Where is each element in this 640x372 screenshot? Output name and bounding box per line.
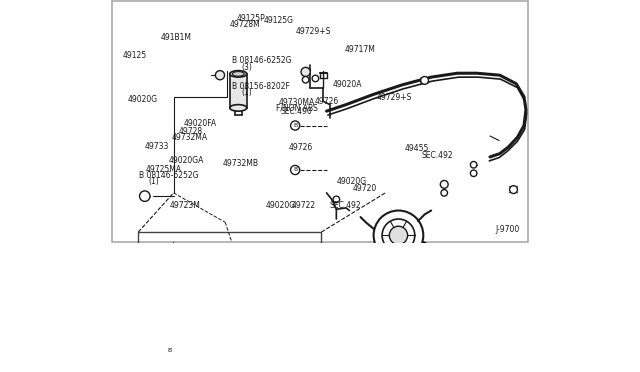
- Text: 49720: 49720: [353, 184, 377, 193]
- Text: 49728M: 49728M: [229, 20, 260, 29]
- Text: 49726: 49726: [288, 143, 312, 153]
- Text: (3): (3): [241, 63, 252, 72]
- Text: 491B1M: 491B1M: [160, 33, 191, 42]
- Circle shape: [289, 305, 296, 312]
- Circle shape: [509, 186, 518, 193]
- Circle shape: [312, 75, 319, 82]
- Circle shape: [393, 271, 401, 279]
- Circle shape: [291, 166, 300, 174]
- Text: SEC.490: SEC.490: [281, 108, 312, 116]
- Circle shape: [232, 289, 238, 295]
- Text: 49020GA: 49020GA: [168, 156, 204, 165]
- Text: B: B: [293, 123, 297, 128]
- Circle shape: [382, 219, 415, 252]
- Bar: [138, 232, 321, 366]
- Ellipse shape: [232, 71, 244, 76]
- Circle shape: [216, 71, 225, 80]
- Text: 49020FA: 49020FA: [184, 119, 217, 128]
- Circle shape: [204, 317, 211, 324]
- Circle shape: [301, 67, 310, 77]
- Text: 49020G: 49020G: [266, 201, 296, 210]
- Text: 49020A: 49020A: [333, 80, 362, 89]
- Text: 49729+S: 49729+S: [377, 93, 412, 102]
- Circle shape: [420, 77, 429, 84]
- Circle shape: [387, 290, 394, 296]
- Circle shape: [349, 290, 356, 296]
- Text: B 08156-8202F: B 08156-8202F: [232, 82, 290, 91]
- Text: 49730MA: 49730MA: [278, 98, 314, 107]
- Text: 49729+S: 49729+S: [296, 27, 331, 36]
- Text: B: B: [168, 348, 172, 353]
- Circle shape: [158, 297, 166, 305]
- Circle shape: [245, 275, 252, 281]
- Circle shape: [254, 269, 262, 277]
- Circle shape: [185, 287, 191, 294]
- Circle shape: [441, 190, 447, 196]
- Text: 49125G: 49125G: [264, 16, 294, 25]
- Text: B 08146-6252G: B 08146-6252G: [232, 56, 292, 65]
- Text: (1): (1): [241, 88, 252, 97]
- Circle shape: [333, 196, 340, 203]
- Text: F/NON ABS: F/NON ABS: [276, 103, 318, 112]
- Text: 49726: 49726: [315, 97, 339, 106]
- Text: 49455: 49455: [404, 144, 429, 153]
- Text: B: B: [293, 167, 297, 173]
- Circle shape: [165, 346, 174, 355]
- Circle shape: [302, 77, 309, 83]
- Circle shape: [374, 211, 423, 260]
- Circle shape: [387, 286, 394, 292]
- Circle shape: [389, 226, 408, 244]
- Text: 49728: 49728: [179, 127, 203, 136]
- Text: 49125: 49125: [122, 51, 147, 60]
- Ellipse shape: [230, 105, 247, 111]
- Text: 49020G: 49020G: [127, 95, 157, 104]
- Text: SEC.492: SEC.492: [421, 151, 453, 160]
- Text: SEC.492: SEC.492: [329, 201, 361, 210]
- Circle shape: [349, 294, 356, 300]
- Text: B 08146-6252G: B 08146-6252G: [140, 171, 199, 180]
- Text: 49717M: 49717M: [344, 45, 375, 54]
- Circle shape: [511, 291, 518, 298]
- Circle shape: [466, 266, 472, 273]
- Text: 49722: 49722: [292, 201, 316, 210]
- Circle shape: [470, 170, 477, 177]
- Circle shape: [440, 180, 448, 188]
- Circle shape: [140, 191, 150, 201]
- Circle shape: [158, 307, 166, 315]
- Circle shape: [237, 279, 246, 286]
- Text: 49732MB: 49732MB: [223, 159, 259, 168]
- Ellipse shape: [230, 71, 247, 77]
- Text: 49725MA: 49725MA: [145, 164, 182, 173]
- Text: 49733: 49733: [145, 142, 170, 151]
- Bar: [230, 74, 247, 108]
- Text: (1): (1): [148, 177, 159, 186]
- Circle shape: [284, 299, 291, 305]
- Circle shape: [197, 310, 205, 318]
- Circle shape: [291, 121, 300, 130]
- Circle shape: [285, 312, 292, 319]
- Text: J-9700: J-9700: [495, 225, 519, 234]
- Text: 49732MA: 49732MA: [172, 133, 208, 142]
- Text: 49723M: 49723M: [170, 201, 200, 210]
- Text: 49020G: 49020G: [337, 177, 367, 186]
- Circle shape: [470, 161, 477, 168]
- Text: 49125P: 49125P: [236, 14, 265, 23]
- Circle shape: [470, 268, 477, 275]
